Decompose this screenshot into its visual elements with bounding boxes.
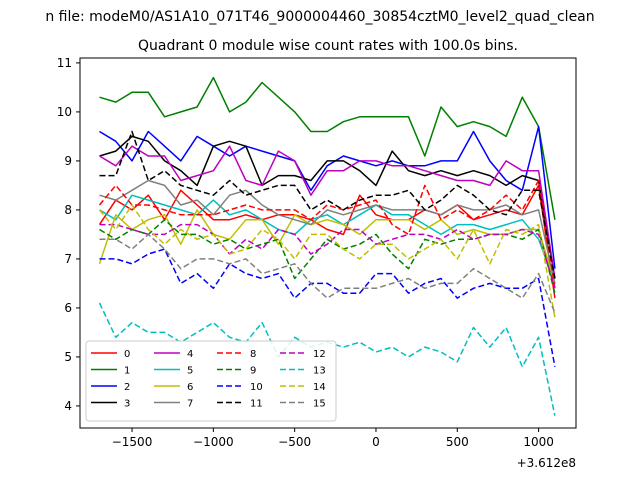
legend-label-4: 4	[187, 349, 193, 360]
y-tick-label: 4	[64, 399, 72, 413]
figure-suptitle: n file: modeM0/AS1A10_071T46_9000004460_…	[45, 9, 594, 25]
legend-label-1: 1	[124, 366, 130, 377]
legend-label-8: 8	[250, 349, 256, 360]
legend-label-9: 9	[250, 366, 256, 377]
x-tick-label: 500	[446, 435, 469, 449]
series-line-3	[99, 135, 556, 279]
legend-label-13: 13	[313, 366, 326, 377]
legend-label-14: 14	[313, 382, 326, 393]
series-line-2	[99, 125, 556, 269]
plot-area	[98, 76, 556, 416]
x-tick-label: 1000	[523, 435, 554, 449]
series-line-8	[98, 179, 556, 289]
legend-label-2: 2	[124, 382, 130, 393]
series-line-11	[99, 130, 556, 279]
x-axis-offset-label: +3.612e8	[517, 456, 576, 470]
x-tick-label: −500	[278, 435, 311, 449]
legend-label-7: 7	[187, 399, 193, 410]
legend-label-15: 15	[313, 399, 326, 410]
y-tick-label: 11	[57, 56, 72, 70]
x-tick-label: −1500	[112, 435, 153, 449]
y-tick-label: 10	[57, 105, 72, 119]
y-tick-label: 9	[64, 154, 72, 168]
series-line-12	[99, 223, 556, 289]
series-line-7	[99, 179, 556, 284]
series-line-0	[98, 184, 556, 299]
y-tick-label: 6	[64, 301, 72, 315]
series-line-14	[98, 204, 556, 318]
y-tick-label: 8	[64, 203, 72, 217]
legend-box	[85, 340, 337, 422]
legend-label-3: 3	[124, 399, 130, 410]
chart-title: Quadrant 0 module wise count rates with …	[138, 38, 518, 54]
axes-frame	[79, 57, 577, 429]
legend-label-5: 5	[187, 366, 193, 377]
series-line-5	[99, 194, 556, 284]
x-tick-label: 0	[372, 435, 380, 449]
legend-label-10: 10	[250, 382, 263, 393]
legend-label-6: 6	[187, 382, 193, 393]
series-line-15	[99, 233, 556, 314]
y-axis: 4 5 6 7 8 9 10 11	[57, 56, 80, 413]
y-tick-label: 5	[64, 350, 72, 364]
x-tick-label: −1000	[193, 435, 234, 449]
legend-label-12: 12	[313, 349, 326, 360]
y-tick-label: 7	[64, 252, 72, 266]
x-axis: −1500 −1000 −500 0 500 1000	[112, 428, 554, 449]
series-line-10	[99, 248, 556, 367]
series-line-4	[99, 145, 556, 279]
series-line-1	[99, 76, 556, 220]
legend-label-11: 11	[250, 399, 263, 410]
legend-label-0: 0	[124, 349, 130, 360]
